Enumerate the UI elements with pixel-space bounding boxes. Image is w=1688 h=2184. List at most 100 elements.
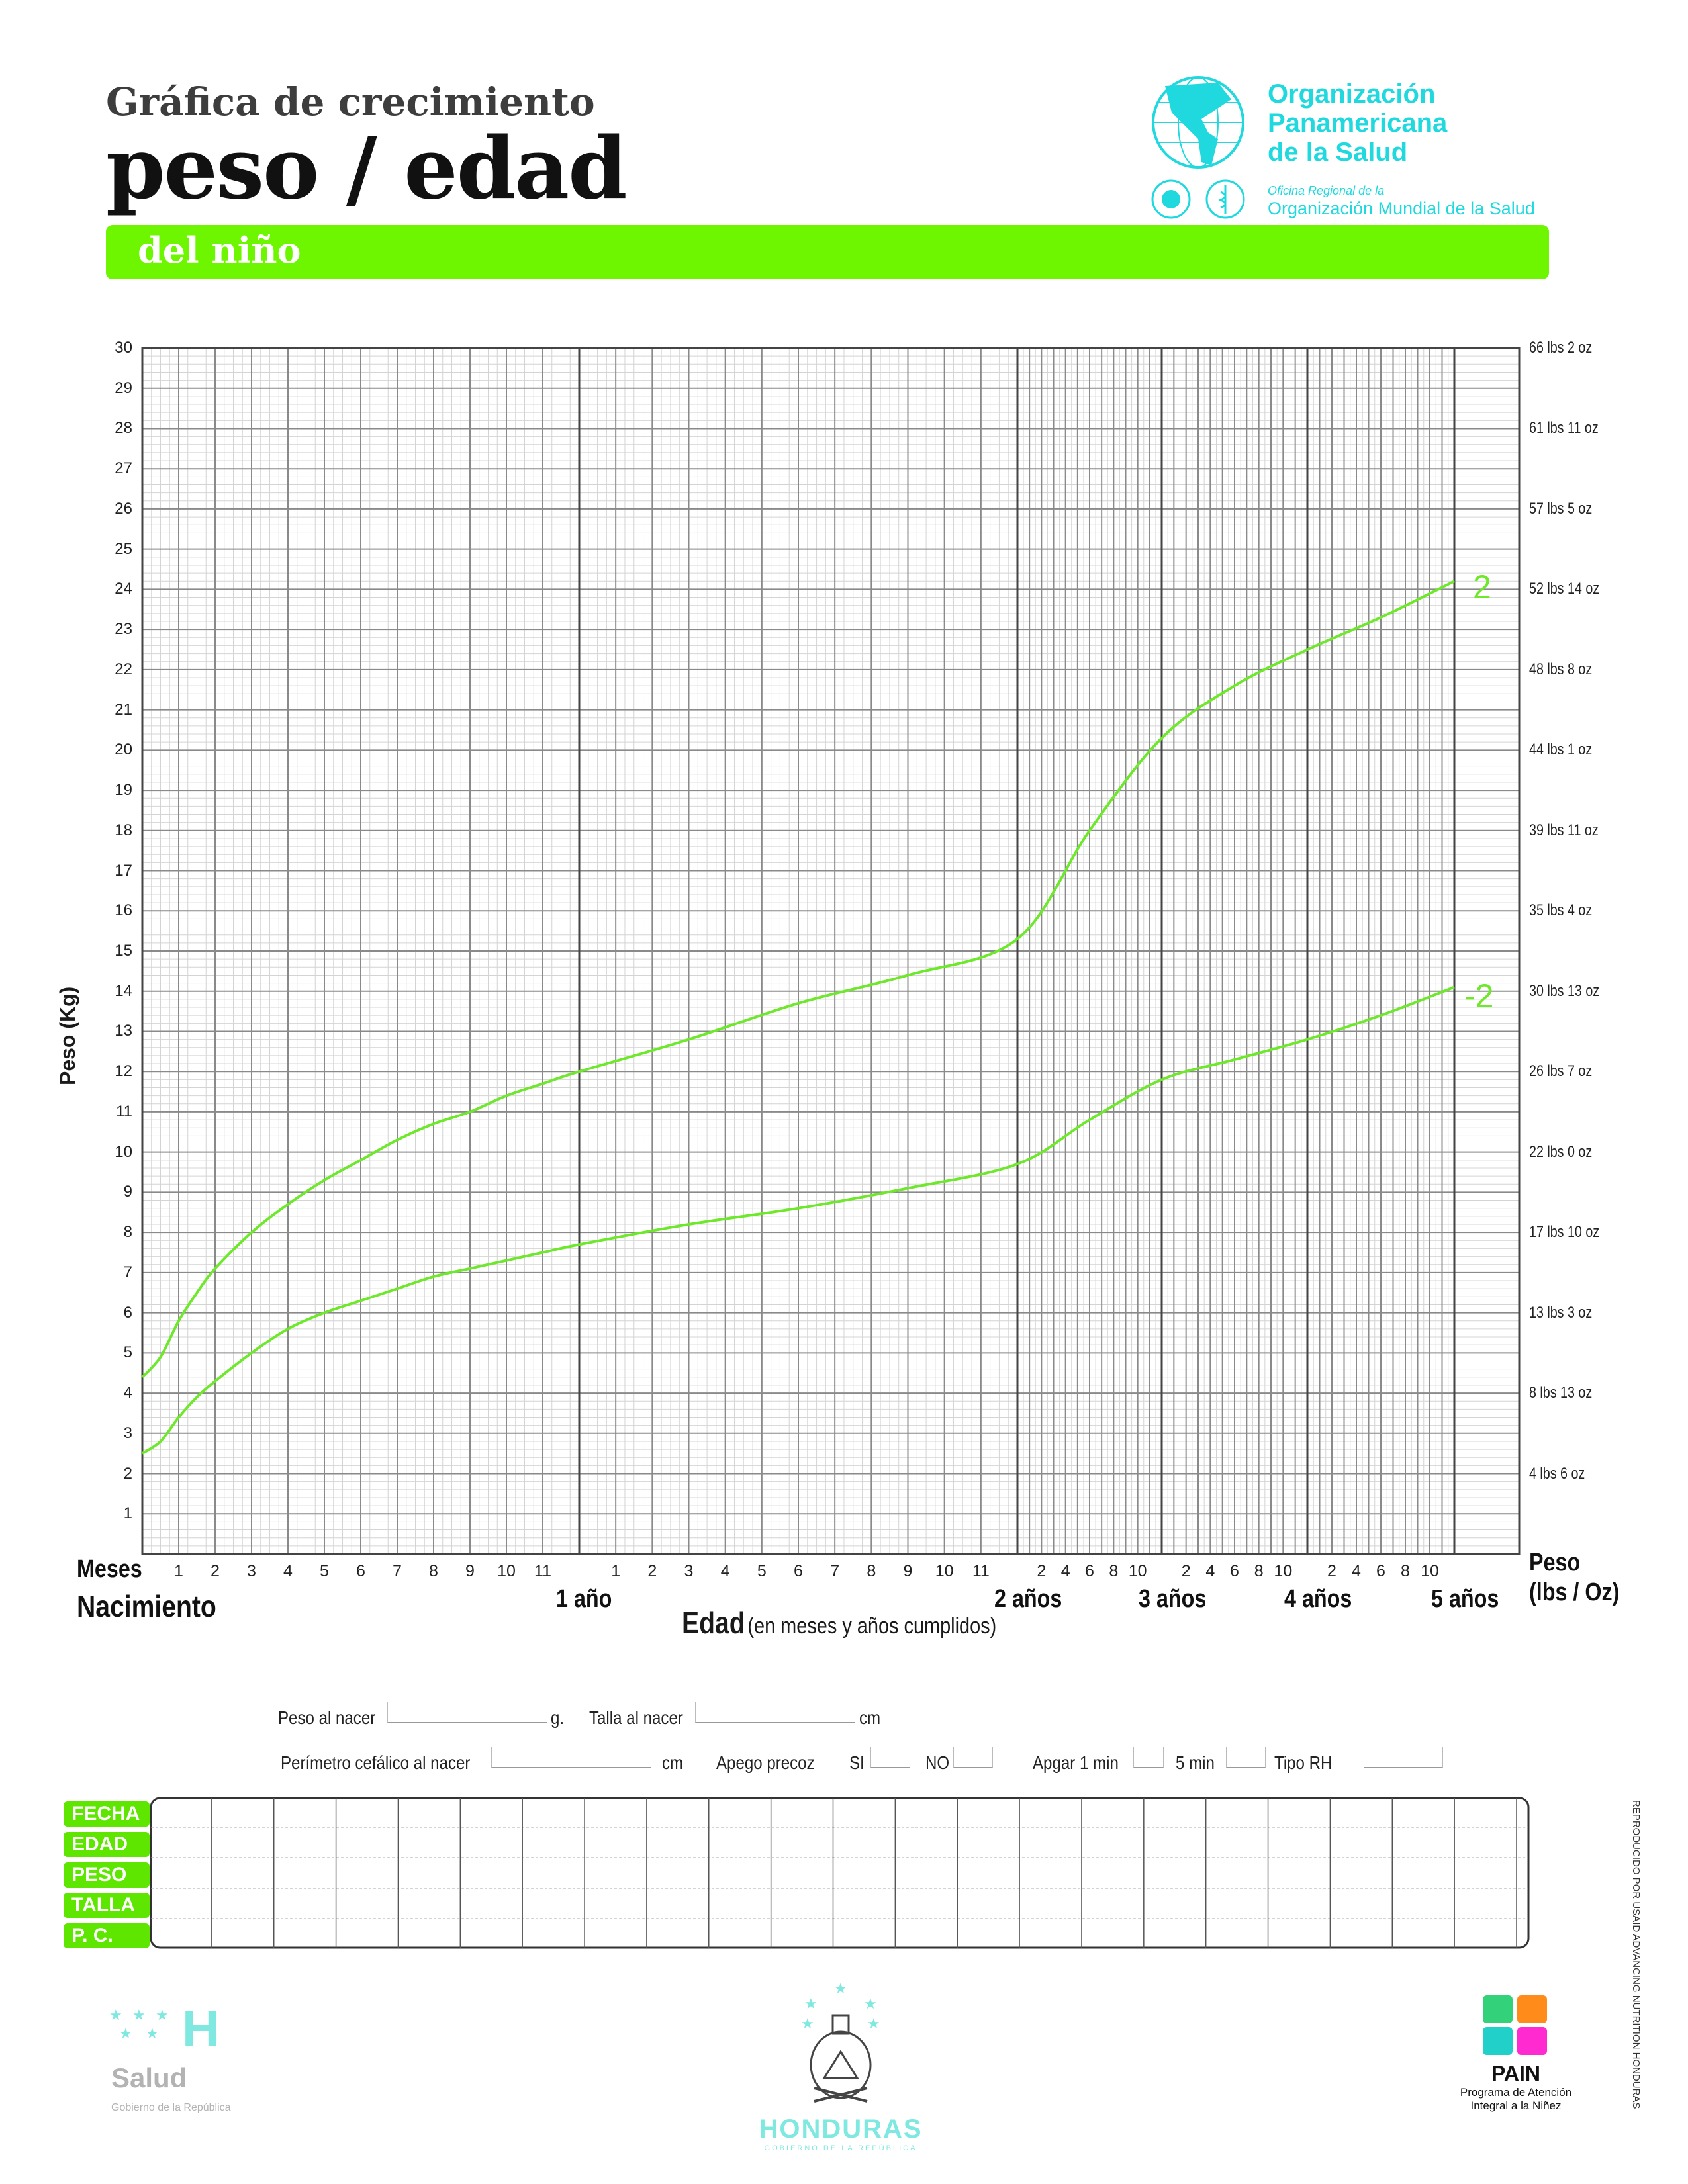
x-tick-label: 6 <box>356 1562 365 1580</box>
y-tick-label: 22 <box>115 660 132 678</box>
x-tick-label: 8 <box>429 1562 438 1580</box>
svg-text:★: ★ <box>801 2016 814 2032</box>
plot-frame <box>141 347 1521 1555</box>
x-tick-label: 10 <box>1128 1562 1147 1580</box>
apego-label: Apego precoz <box>716 1752 815 1773</box>
x-tick-label: 8 <box>1254 1562 1264 1580</box>
tipo-rh-field[interactable] <box>1364 1747 1443 1768</box>
record-row-label: EDAD <box>64 1832 150 1857</box>
y-tick-label: 15 <box>115 942 132 960</box>
right-axis-label: 22 lbs 0 oz <box>1529 1142 1593 1161</box>
series-point <box>1307 1039 1308 1040</box>
x-tick-label: 3 <box>247 1562 256 1580</box>
apgar-1min-field[interactable] <box>1133 1747 1164 1768</box>
svg-text:★: ★ <box>867 2016 880 2032</box>
y-tick-label: 10 <box>115 1142 132 1161</box>
y-tick-label: 23 <box>115 620 132 639</box>
talla-nacer-field[interactable] <box>695 1702 855 1723</box>
y-tick-label: 1 <box>123 1504 132 1523</box>
pain-line2: Integral a la Niñez <box>1470 2099 1562 2112</box>
x-tick-label: 6 <box>1230 1562 1239 1580</box>
y-tick-label: 2 <box>123 1464 132 1482</box>
x-tick-label: 9 <box>903 1562 913 1580</box>
si-label: SI <box>849 1752 865 1773</box>
x-year-label: 1 año <box>556 1585 612 1613</box>
x-tick-label: 2 <box>647 1562 657 1580</box>
x-tick-label: 10 <box>935 1562 954 1580</box>
svg-text:★: ★ <box>864 1996 877 2013</box>
weight-for-age-chart <box>141 347 1521 1555</box>
right-axis-label: 48 lbs 8 oz <box>1529 660 1593 678</box>
chart-subtitle: Gráfica de crecimiento <box>106 79 595 124</box>
x-tick-label: 2 <box>1037 1562 1047 1580</box>
right-axis-title-1: Peso <box>1529 1549 1581 1576</box>
right-axis-label: 35 lbs 4 oz <box>1529 901 1593 920</box>
x-tick-label: 10 <box>1274 1562 1293 1580</box>
x-tick-label: 10 <box>1421 1562 1439 1580</box>
x-tick-label: 7 <box>393 1562 402 1580</box>
right-axis-label: 52 lbs 14 oz <box>1529 580 1600 598</box>
record-table-frame <box>150 1797 1530 1949</box>
x-axis-title-main: Edad <box>682 1606 745 1640</box>
x-tick-label: 9 <box>465 1562 475 1580</box>
series-point <box>287 1328 289 1330</box>
x-tick-label: 8 <box>867 1562 876 1580</box>
y-tick-label: 17 <box>115 861 132 880</box>
y-tick-label: 4 <box>123 1384 132 1402</box>
who-emblem-icon <box>1205 179 1245 219</box>
ops-name-3: de la Salud <box>1268 138 1408 167</box>
y-tick-label: 5 <box>123 1343 132 1362</box>
series-point <box>579 1244 580 1245</box>
series-point <box>142 1453 143 1454</box>
apgar-5min-field[interactable] <box>1226 1747 1266 1768</box>
coat-of-arms-icon: ★ ★ ★ ★ ★ <box>801 1981 880 2103</box>
right-axis-label: 66 lbs 2 oz <box>1529 339 1593 357</box>
x-tick-label: 5 <box>757 1562 767 1580</box>
x-axis-title: Edad (en meses y años cumplidos) <box>682 1605 996 1641</box>
series-line-sd-plus-2 <box>141 580 1455 1379</box>
x-tick-label: 6 <box>794 1562 803 1580</box>
y-tick-label: 11 <box>116 1102 132 1120</box>
x-tick-label: 4 <box>283 1562 293 1580</box>
nacimiento-label: Nacimiento <box>77 1589 216 1623</box>
no-label: NO <box>925 1752 950 1773</box>
y-tick-label: 27 <box>115 459 132 478</box>
x-tick-label: 2 <box>1327 1562 1336 1580</box>
svg-text:★: ★ <box>132 2007 146 2024</box>
series-point <box>469 1111 471 1113</box>
stars-icon: ★ ★ ★ ★ ★ <box>109 2007 169 2042</box>
honduras-logo: ★ ★ ★ ★ ★ HONDURAS GOBIERNO DE LA REPÚBLICA <box>741 1979 940 2158</box>
record-row-label: P. C. <box>64 1923 150 1948</box>
svg-text:★: ★ <box>119 2026 132 2042</box>
y-tick-label: 20 <box>115 741 132 759</box>
perimetro-unit: cm <box>662 1752 684 1773</box>
series-point <box>214 1268 216 1269</box>
x-axis-title-sub: (en meses y años cumplidos) <box>747 1614 997 1639</box>
y-tick-label: 7 <box>123 1263 132 1281</box>
x-tick-label: 6 <box>1085 1562 1094 1580</box>
si-field[interactable] <box>870 1747 910 1768</box>
talla-nacer-label: Talla al nacer <box>589 1707 683 1728</box>
y-tick-label: 3 <box>123 1424 132 1442</box>
ops-name-1: Organización <box>1268 79 1436 109</box>
y-tick-label: 25 <box>115 539 132 558</box>
right-axis-label: 13 lbs 3 oz <box>1529 1303 1593 1322</box>
svg-text:★: ★ <box>109 2007 122 2024</box>
perimetro-field[interactable] <box>491 1747 651 1768</box>
series-point <box>324 1312 325 1314</box>
x-tick-label: 10 <box>497 1562 516 1580</box>
right-axis-label: 61 lbs 11 oz <box>1529 419 1599 437</box>
y-tick-label: 18 <box>115 821 132 839</box>
honduras-sub: GOBIERNO DE LA REPÚBLICA <box>764 2144 917 2152</box>
record-row-label: FECHA <box>64 1801 150 1827</box>
y-tick-label: 14 <box>115 981 132 1000</box>
peso-nacer-field[interactable] <box>387 1702 547 1723</box>
paho-emblem-icon <box>1151 179 1191 219</box>
no-field[interactable] <box>953 1747 993 1768</box>
salud-h-letter: H <box>182 1999 220 2058</box>
record-table[interactable] <box>150 1797 1530 1949</box>
series-point <box>1380 1015 1382 1016</box>
record-row-label: PESO <box>64 1862 150 1888</box>
salud-sub: Gobierno de la República <box>111 2102 231 2113</box>
right-axis-label: 39 lbs 11 oz <box>1529 821 1599 839</box>
